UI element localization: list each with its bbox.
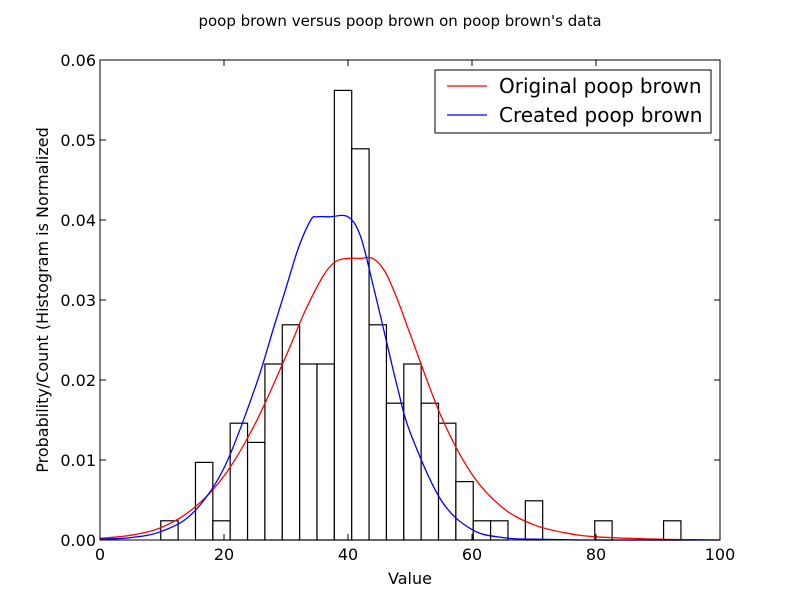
histogram-bar (264, 363, 283, 541)
y-tick-label: 0.03 (60, 291, 96, 310)
histogram-bar (368, 324, 388, 541)
histogram-bars (160, 89, 682, 541)
density-curves (99, 214, 721, 541)
y-axis-ticks: 0.00 0.01 0.02 0.03 0.04 0.05 0.06 (60, 51, 720, 550)
histogram-bar (333, 89, 353, 541)
legend: Original poop brown Created poop brown (434, 69, 712, 134)
chart-title: poop brown versus poop brown on poop bro… (198, 12, 601, 30)
y-tick-label: 0.05 (60, 131, 96, 150)
histogram-bar (524, 500, 544, 541)
histogram-bar (472, 520, 492, 541)
y-tick-label: 0.06 (60, 51, 96, 70)
legend-label-original: Original poop brown (499, 74, 702, 98)
legend-frame (434, 69, 712, 134)
x-axis-label: Value (388, 569, 432, 588)
y-tick-label: 0.04 (60, 211, 96, 230)
histogram-bar (455, 481, 474, 541)
x-tick-label: 100 (705, 545, 736, 564)
legend-label-created: Created poop brown (499, 103, 702, 127)
x-axis-ticks: 0 20 40 60 80 100 (95, 60, 735, 564)
histogram-bar (299, 363, 318, 541)
y-tick-label: 0.01 (60, 451, 96, 470)
histogram-bar (194, 461, 214, 541)
histogram-bar (662, 520, 682, 541)
x-tick-label: 80 (586, 545, 606, 564)
x-tick-label: 60 (462, 545, 482, 564)
histogram-bar (351, 148, 370, 541)
x-tick-label: 20 (214, 545, 234, 564)
y-tick-label: 0.02 (60, 371, 96, 390)
histogram-bar (316, 363, 335, 541)
original-curve (99, 256, 721, 541)
histogram-bar (385, 402, 405, 541)
histogram-bar (229, 422, 249, 541)
histogram-bar (246, 441, 266, 541)
x-tick-label: 0 (95, 545, 105, 564)
histogram-bar (212, 520, 231, 541)
created-curve (99, 214, 721, 541)
y-tick-label: 0.00 (60, 531, 96, 550)
y-axis-label: Probability/Count (Histogram is Normaliz… (33, 127, 52, 473)
histogram-bar (420, 402, 440, 541)
x-tick-label: 40 (338, 545, 358, 564)
